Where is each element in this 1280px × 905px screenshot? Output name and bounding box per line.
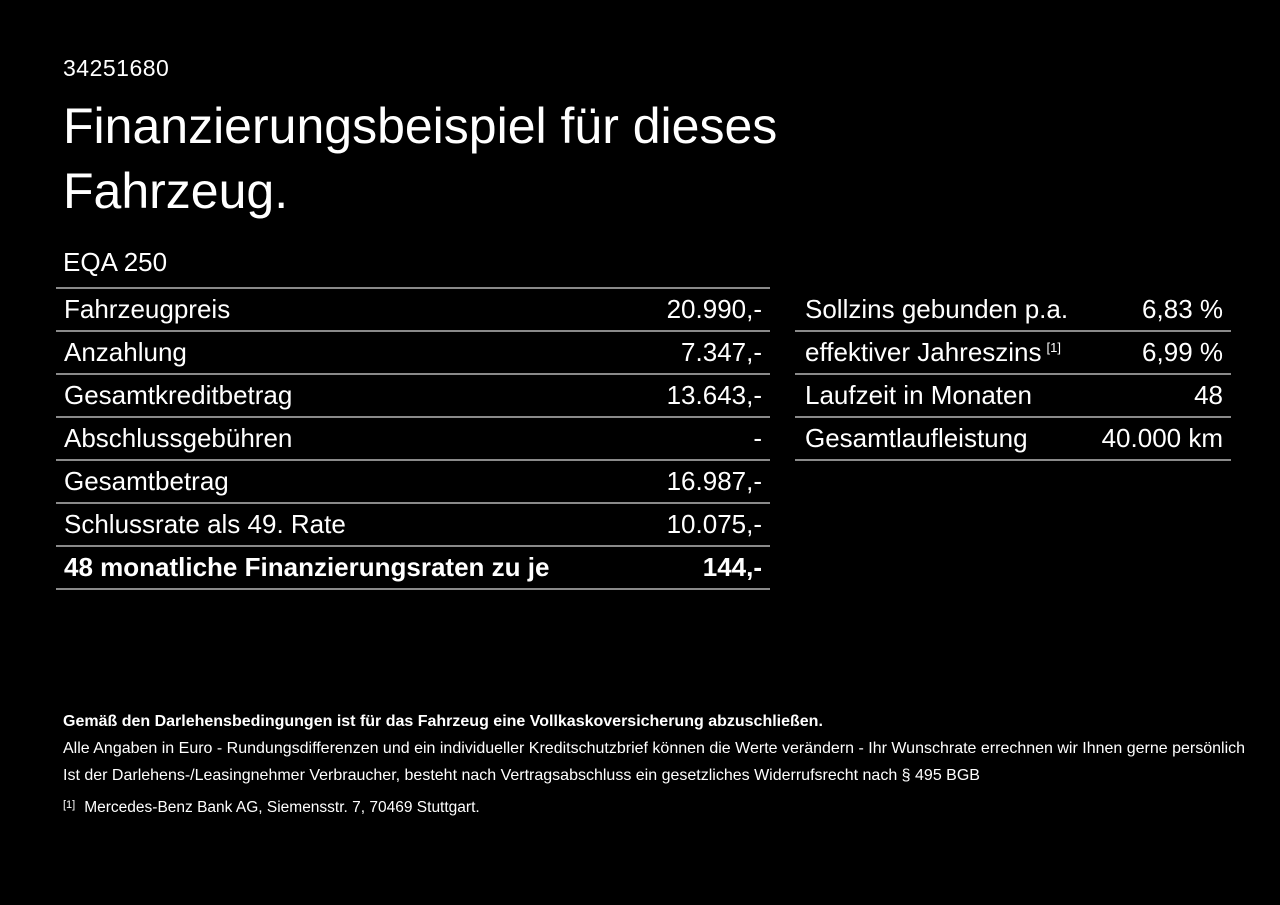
- row-label: Gesamtlaufleistung: [805, 423, 1028, 453]
- table-row-final-rate: Schlussrate als 49. Rate 10.075,-: [56, 502, 770, 545]
- row-value: 48: [1194, 380, 1223, 410]
- footnote-text: Mercedes-Benz Bank AG, Siemensstr. 7, 70…: [84, 799, 480, 816]
- row-label: Laufzeit in Monaten: [805, 380, 1032, 410]
- page-title: Finanzierungsbeispiel für dieses Fahrzeu…: [63, 98, 778, 219]
- row-label: Abschlussgebühren: [64, 423, 293, 453]
- conditions-table: Sollzins gebunden p.a. 6,83 % effektiver…: [795, 289, 1231, 461]
- footnote-marker: [1]: [63, 799, 76, 811]
- row-value: 10.075,-: [666, 509, 762, 539]
- model-name: EQA 250: [63, 247, 168, 277]
- vehicle-id: 34251680: [63, 55, 170, 81]
- row-label: effektiver Jahreszins [1]: [805, 337, 1061, 368]
- table-row-total-mileage: Gesamtlaufleistung 40.000 km: [795, 418, 1231, 461]
- row-label: Gesamtbetrag: [64, 466, 229, 496]
- row-label: 48 monatliche Finanzierungsraten zu je: [64, 552, 550, 582]
- row-label: Fahrzeugpreis: [64, 294, 231, 324]
- row-value: 6,99 %: [1142, 337, 1223, 367]
- table-row-effective-interest: effektiver Jahreszins [1] 6,99 %: [795, 332, 1231, 375]
- row-value: 13.643,-: [666, 380, 762, 410]
- row-label: Anzahlung: [64, 337, 187, 367]
- row-value: 40.000 km: [1101, 423, 1223, 453]
- row-value: 16.987,-: [666, 466, 762, 496]
- table-row-total-credit: Gesamtkreditbetrag 13.643,-: [56, 373, 770, 416]
- row-value: 6,83 %: [1142, 294, 1223, 324]
- table-row-term-months: Laufzeit in Monaten 48: [795, 375, 1231, 418]
- footnote: [1] Mercedes-Benz Bank AG, Siemensstr. 7,…: [63, 798, 1233, 819]
- row-label-text: effektiver Jahreszins: [805, 337, 1042, 367]
- row-label: Sollzins gebunden p.a.: [805, 294, 1069, 324]
- table-row-nominal-interest: Sollzins gebunden p.a. 6,83 %: [795, 289, 1231, 332]
- table-row-total-amount: Gesamtbetrag 16.987,-: [56, 459, 770, 502]
- row-value: 20.990,-: [666, 294, 762, 324]
- row-value: 144,-: [702, 552, 762, 582]
- row-value: -: [753, 423, 762, 453]
- table-row-monthly-rate: 48 monatliche Finanzierungsraten zu je 1…: [56, 545, 770, 588]
- row-label: Gesamtkreditbetrag: [64, 380, 293, 410]
- row-value: 7.347,-: [681, 337, 762, 367]
- financing-table: Fahrzeugpreis 20.990,- Anzahlung 7.347,-…: [56, 287, 770, 590]
- general-note: Alle Angaben in Euro - Rundungsdifferenz…: [63, 740, 1246, 757]
- footnote-marker: [1]: [1046, 340, 1061, 355]
- row-label: Schlussrate als 49. Rate: [64, 509, 346, 539]
- table-row-vehicle-price: Fahrzeugpreis 20.990,-: [56, 287, 770, 330]
- disclaimer-section: Gemäß den Darlehensbedingungen ist für d…: [63, 712, 1246, 819]
- table-row-closing-fees: Abschlussgebühren -: [56, 416, 770, 459]
- withdrawal-note: Ist der Darlehens-/Leasingnehmer Verbrau…: [63, 767, 980, 784]
- table-row-down-payment: Anzahlung 7.347,-: [56, 330, 770, 373]
- insurance-note: Gemäß den Darlehensbedingungen ist für d…: [63, 713, 823, 730]
